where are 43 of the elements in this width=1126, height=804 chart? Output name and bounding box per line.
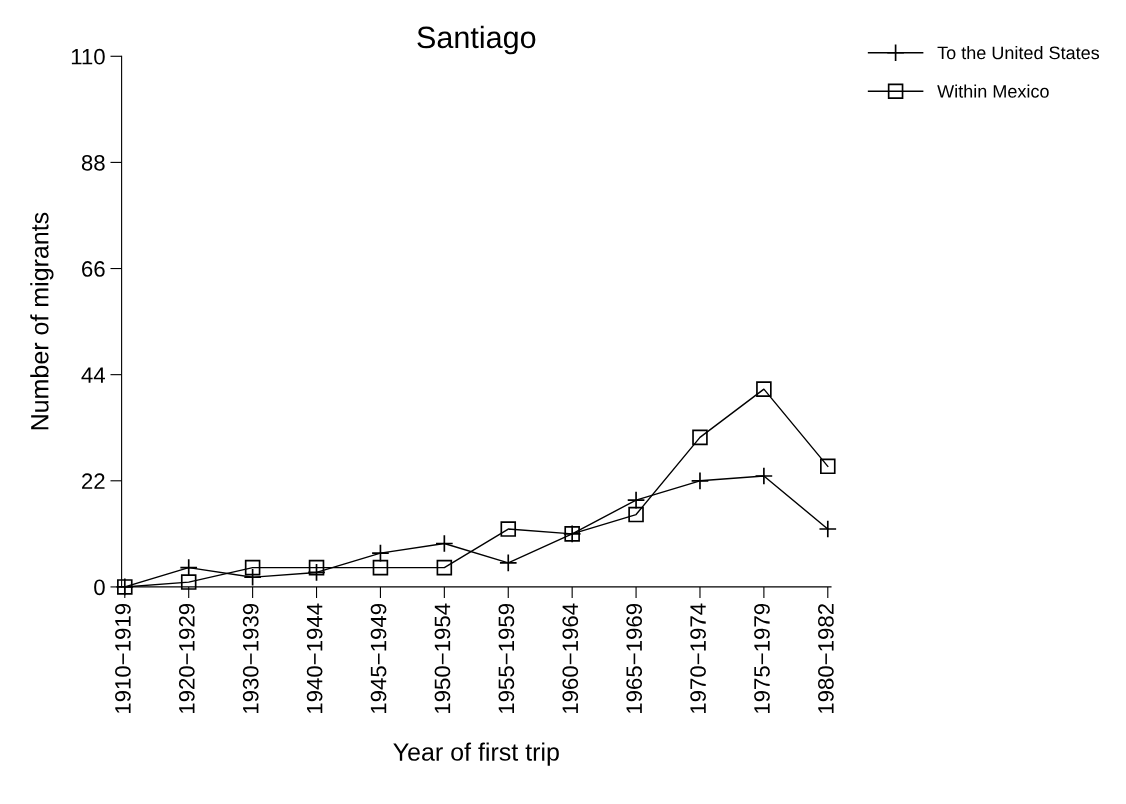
point bbox=[244, 559, 261, 576]
x-tick-label: 1945−1949 bbox=[370, 603, 387, 714]
y-tick-label: 0 bbox=[94, 579, 105, 596]
point bbox=[818, 519, 837, 539]
x-tick-label: 1975−1979 bbox=[754, 603, 770, 714]
point bbox=[500, 521, 517, 537]
y-tick-label: 88 bbox=[81, 154, 105, 171]
x-tick-label: 1940−1944 bbox=[306, 603, 323, 714]
x-tick-label: 1965−1969 bbox=[626, 603, 643, 714]
point bbox=[754, 466, 774, 486]
point bbox=[626, 490, 646, 510]
point bbox=[371, 543, 390, 563]
point bbox=[692, 429, 708, 446]
x-tick-label: 1950−1954 bbox=[434, 603, 451, 714]
point bbox=[243, 568, 262, 587]
point bbox=[820, 458, 836, 475]
legend-label: To the United States bbox=[937, 46, 1100, 60]
y-tick-label: 22 bbox=[82, 473, 105, 489]
legend-label: Within Mexico bbox=[937, 84, 1049, 98]
point bbox=[180, 574, 197, 590]
point bbox=[499, 553, 518, 572]
y-tick-label: 44 bbox=[81, 367, 105, 383]
point bbox=[756, 381, 772, 397]
x-tick-label: 1955−1959 bbox=[498, 603, 515, 714]
point bbox=[307, 563, 326, 582]
x-tick-label: 1910−1919 bbox=[115, 603, 131, 714]
x-tick-label: 1920−1929 bbox=[178, 603, 195, 714]
x-axis-title: Year of first trip bbox=[393, 742, 559, 766]
point bbox=[436, 559, 453, 576]
point bbox=[372, 559, 389, 576]
x-tick-label: 1980−1982 bbox=[818, 604, 834, 714]
x-tick-label: 1970−1974 bbox=[690, 603, 706, 714]
chart-title: Santiago bbox=[417, 25, 536, 55]
y-tick-label: 110 bbox=[71, 48, 105, 65]
x-tick-label: 1960−1964 bbox=[562, 603, 579, 714]
point bbox=[308, 559, 325, 576]
y-axis-title: Number of migrants bbox=[30, 212, 54, 430]
point bbox=[690, 471, 710, 490]
point bbox=[179, 558, 198, 577]
point bbox=[628, 506, 644, 523]
y-tick-label: 66 bbox=[82, 261, 105, 277]
point bbox=[435, 534, 454, 553]
x-tick-label: 1930−1939 bbox=[242, 603, 259, 714]
